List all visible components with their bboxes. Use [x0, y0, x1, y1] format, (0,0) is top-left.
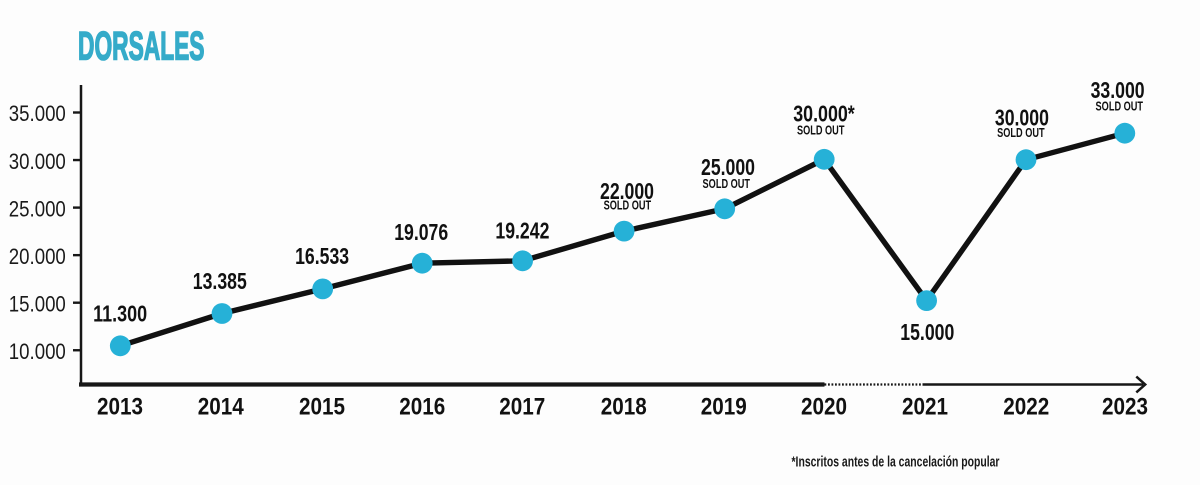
- svg-text:2021: 2021: [902, 394, 948, 421]
- svg-text:11.300: 11.300: [93, 301, 147, 327]
- svg-text:2013: 2013: [97, 394, 143, 421]
- svg-text:SOLD OUT: SOLD OUT: [997, 126, 1045, 140]
- svg-text:2017: 2017: [499, 394, 545, 421]
- svg-text:25.000: 25.000: [701, 154, 755, 180]
- svg-text:2016: 2016: [399, 394, 445, 421]
- svg-text:10.000: 10.000: [9, 339, 66, 364]
- svg-text:35.000: 35.000: [9, 101, 66, 126]
- svg-text:2020: 2020: [801, 394, 847, 421]
- svg-text:19.076: 19.076: [394, 219, 448, 245]
- svg-text:33.000: 33.000: [1091, 77, 1145, 103]
- svg-text:30.000*: 30.000*: [793, 101, 855, 127]
- svg-text:2015: 2015: [299, 394, 345, 421]
- svg-text:2019: 2019: [701, 394, 747, 421]
- svg-text:15.000: 15.000: [900, 319, 954, 345]
- svg-text:2014: 2014: [198, 394, 245, 421]
- svg-text:SOLD OUT: SOLD OUT: [703, 177, 751, 191]
- svg-text:25.000: 25.000: [9, 196, 66, 221]
- svg-text:20.000: 20.000: [9, 244, 66, 269]
- svg-text:30.000: 30.000: [995, 105, 1049, 131]
- svg-text:13.385: 13.385: [193, 268, 247, 294]
- svg-text:DORSALES: DORSALES: [78, 25, 205, 69]
- svg-text:*Inscritos antes de la cancela: *Inscritos antes de la cancelación popul…: [792, 454, 1000, 471]
- svg-text:2018: 2018: [601, 394, 647, 421]
- svg-text:2023: 2023: [1102, 394, 1148, 421]
- svg-text:15.000: 15.000: [9, 291, 66, 316]
- svg-text:SOLD OUT: SOLD OUT: [604, 199, 652, 213]
- svg-text:19.242: 19.242: [495, 217, 549, 243]
- svg-text:SOLD OUT: SOLD OUT: [797, 124, 845, 138]
- svg-text:16.533: 16.533: [295, 243, 349, 269]
- svg-text:2022: 2022: [1003, 394, 1049, 421]
- svg-text:30.000: 30.000: [9, 149, 66, 174]
- svg-text:SOLD OUT: SOLD OUT: [1096, 99, 1144, 113]
- svg-text:22.000: 22.000: [600, 178, 654, 204]
